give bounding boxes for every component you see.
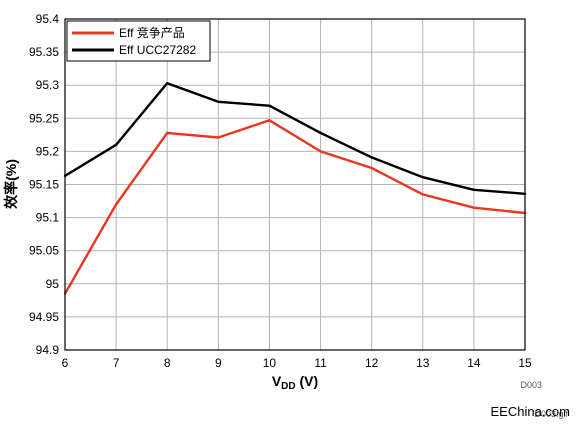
watermark: EEChina.com: [491, 404, 570, 419]
series-1-point: [370, 156, 373, 159]
x-tick-label: 15: [518, 356, 532, 370]
x-axis-title-main: V: [272, 373, 282, 389]
y-tick-label: 94.9: [36, 343, 60, 357]
series-0-point: [268, 119, 271, 122]
series-line-0: [63, 119, 526, 295]
y-tick-label: 94.95: [29, 310, 59, 324]
legend-label-1: Eff UCC27282: [119, 43, 196, 57]
series-0-point: [370, 166, 373, 170]
plot-frame: [64, 18, 526, 351]
series-1-point: [166, 82, 169, 85]
y-tick-label: 95.3: [36, 78, 60, 92]
chart-series: [63, 81, 527, 295]
x-tick-label: 12: [365, 356, 379, 370]
x-axis-title: VDD (V): [272, 373, 318, 392]
series-0-point: [114, 203, 118, 206]
y-tick-label: 95.4: [36, 12, 60, 26]
y-tick-labels: 94.9 94.95 95 95.05 95.1 95.15 95.2 95.25 95.3 95…: [29, 12, 59, 357]
x-tick-label: 6: [62, 356, 69, 370]
x-tick-label: 10: [263, 356, 277, 370]
x-axis-title-unit: (V): [296, 373, 319, 389]
y-tick-label: 95.05: [29, 244, 59, 258]
x-tick-label: 7: [113, 356, 120, 370]
series-1-point: [472, 188, 476, 191]
y-tick-label: 95.25: [29, 111, 59, 125]
series-1-point: [268, 104, 271, 107]
series-1-point: [114, 143, 118, 146]
y-tick-label: 95.15: [29, 178, 59, 192]
x-axis-title-sub: DD: [281, 381, 295, 392]
y-tick-label: 95.35: [29, 45, 59, 59]
series-0-point: [319, 150, 322, 153]
series-0-point: [472, 206, 476, 209]
x-tick-labels: 6 7 8 9 10 11 12 13 14 15: [62, 356, 532, 370]
x-tick-label: 14: [467, 356, 481, 370]
series-1-point: [217, 100, 220, 103]
legend: Eff 竞争产品 Eff UCC27282: [66, 20, 211, 62]
x-tick-label: 8: [164, 356, 171, 370]
series-0-point: [166, 131, 169, 135]
x-tick-label: 11: [314, 356, 327, 370]
y-axis-title: 效率(%): [3, 159, 19, 209]
legend-label-0: Eff 竞争产品: [119, 26, 185, 40]
y-tick-label: 95: [46, 277, 60, 291]
y-tick-label: 95.2: [36, 144, 60, 158]
series-0-point: [217, 136, 220, 139]
legend-box: [66, 20, 211, 62]
y-tick-label: 95.1: [36, 211, 60, 225]
x-tick-label: 9: [215, 356, 222, 370]
figure-code: D003: [520, 380, 542, 390]
x-tick-label: 13: [416, 356, 430, 370]
series-line-1: [64, 81, 526, 195]
series-1-point: [421, 176, 424, 179]
series-0-point: [421, 193, 424, 196]
series-1-point: [319, 131, 322, 135]
watermark-under: D003.gif: [534, 409, 568, 419]
